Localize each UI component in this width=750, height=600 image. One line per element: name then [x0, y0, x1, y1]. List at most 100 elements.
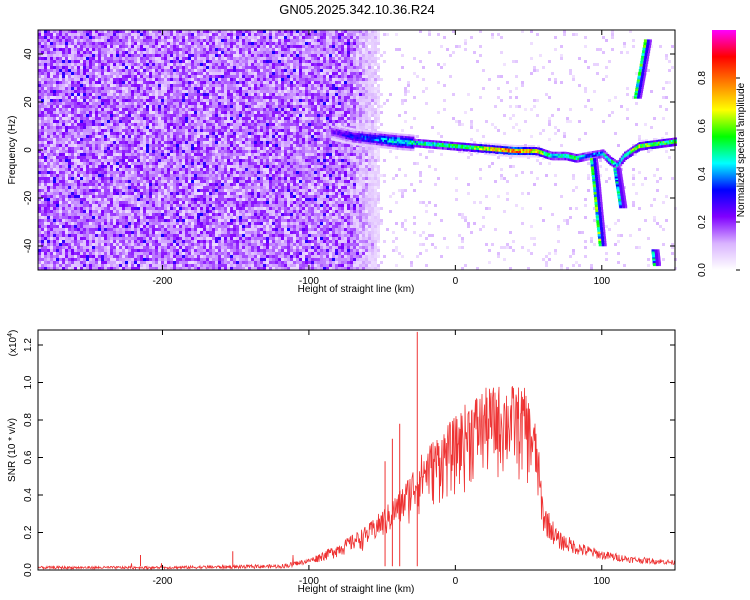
spectrogram-cell — [179, 252, 182, 255]
spectrogram-cell — [188, 189, 191, 192]
spectrogram-cell — [107, 171, 110, 174]
spectrogram-cell — [170, 66, 173, 69]
spectrogram-cell — [95, 243, 98, 246]
spectrogram-cell — [191, 186, 194, 189]
spectrogram-cell — [221, 99, 224, 102]
spectrogram-cell — [71, 153, 74, 156]
spectrogram-cell — [116, 75, 119, 78]
spectrogram-cell — [209, 129, 212, 132]
spectrogram-cell — [116, 237, 119, 240]
spectrogram-cell — [65, 117, 68, 120]
spectrogram-cell — [212, 126, 215, 129]
spectrogram-cell — [131, 90, 134, 93]
spectrogram-cell — [113, 57, 116, 60]
spectrogram-cell — [119, 258, 122, 261]
spectrogram-cell — [125, 147, 128, 150]
spectrogram-cell — [218, 168, 221, 171]
spectrogram-cell — [98, 135, 101, 138]
spectrogram-cell — [203, 114, 206, 117]
spectrogram-cell — [56, 159, 59, 162]
spectrogram-cell — [125, 132, 128, 135]
spectrogram-cell — [83, 210, 86, 213]
spectrogram-cell — [56, 228, 59, 231]
spectrogram-cell — [170, 264, 173, 267]
spectrogram-cell — [173, 141, 176, 144]
spectrogram-cell — [56, 135, 59, 138]
spectrogram-cell — [113, 174, 116, 177]
spectrogram-cell — [218, 69, 221, 72]
spectrogram-cell — [218, 225, 221, 228]
spectrogram-cell — [158, 93, 161, 96]
spectrogram-cell — [182, 87, 185, 90]
spectrogram-cell — [137, 204, 140, 207]
spectrogram-cell — [38, 57, 41, 60]
spectrogram-cell — [104, 261, 107, 264]
spectrogram-cell — [200, 225, 203, 228]
spectrogram-cell — [224, 60, 227, 63]
spectrogram-cell — [113, 210, 116, 213]
spectrogram-cell — [71, 144, 74, 147]
spectrogram-cell — [185, 264, 188, 267]
spectrogram-cell — [47, 150, 50, 153]
spectrogram-cell — [134, 180, 137, 183]
spectrogram-cell — [164, 99, 167, 102]
spectrogram-cell — [119, 87, 122, 90]
spectrogram-cell — [107, 120, 110, 123]
spectrogram-cell — [206, 66, 209, 69]
spectrogram-cell — [71, 75, 74, 78]
spectrogram-cell — [128, 132, 131, 135]
spectrogram-cell — [65, 48, 68, 51]
spectrogram-cell — [104, 168, 107, 171]
spectrogram-cell — [161, 186, 164, 189]
spectrogram-cell — [74, 234, 77, 237]
spectrogram-cell — [59, 192, 62, 195]
spectrogram-cell — [107, 249, 110, 252]
spectrogram-cell — [149, 120, 152, 123]
spectrogram-cell — [134, 183, 137, 186]
spectrogram-cell — [152, 126, 155, 129]
spectrogram-cell — [92, 210, 95, 213]
spectrogram-cell — [38, 66, 41, 69]
spectrogram-cell — [203, 210, 206, 213]
spectrogram-cell — [143, 93, 146, 96]
spectrogram-cell — [170, 105, 173, 108]
spectrogram-cell — [206, 234, 209, 237]
spectrogram-cell — [116, 129, 119, 132]
spectrogram-cell — [122, 114, 125, 117]
spectrogram-cell — [89, 132, 92, 135]
spectrogram-cell — [161, 150, 164, 153]
spectrogram-cell — [170, 234, 173, 237]
spectrogram-cell — [158, 159, 161, 162]
spectrogram-cell — [152, 261, 155, 264]
spectrogram-cell — [131, 186, 134, 189]
spectrogram-cell — [176, 144, 179, 147]
spectrogram-cell — [200, 135, 203, 138]
spectrogram-cell — [179, 123, 182, 126]
spectrogram-cell — [155, 174, 158, 177]
spectrogram-cell — [104, 96, 107, 99]
spectrogram-cell — [98, 177, 101, 180]
spectrogram-cell — [212, 105, 215, 108]
spectrogram-cell — [182, 252, 185, 255]
spectrogram-cell — [59, 168, 62, 171]
spectrogram-cell — [101, 216, 104, 219]
spectrogram-cell — [128, 105, 131, 108]
spectrogram-cell — [137, 183, 140, 186]
spectrogram-cell — [182, 222, 185, 225]
spectrogram-cell — [83, 162, 86, 165]
spectrogram-cell — [152, 108, 155, 111]
spectrogram-cell — [173, 93, 176, 96]
spectrogram-cell — [119, 255, 122, 258]
spectrogram-cell — [41, 201, 44, 204]
spectrogram-cell — [128, 204, 131, 207]
spectrogram-cell — [188, 180, 191, 183]
spectrogram-cell — [95, 261, 98, 264]
spectrogram-cell — [128, 54, 131, 57]
spectrogram-cell — [158, 180, 161, 183]
spectrogram-cell — [161, 243, 164, 246]
spectrogram-cell — [173, 63, 176, 66]
spectrogram-cell — [146, 36, 149, 39]
spectrogram-cell — [110, 171, 113, 174]
spectrogram-cell — [89, 207, 92, 210]
spectrogram-cell — [152, 51, 155, 54]
